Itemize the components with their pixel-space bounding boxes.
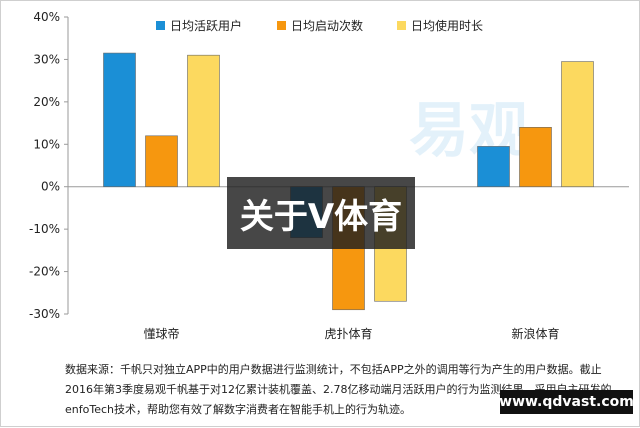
bar [561, 61, 594, 188]
bar [477, 146, 510, 188]
bar [145, 135, 178, 188]
watermark-brand: 易观 [409, 96, 529, 166]
category-label: 新浪体育 [511, 326, 559, 341]
legend-label: 日均活跃用户 [170, 18, 242, 33]
legend-swatch [277, 21, 286, 30]
y-tick-label: -20% [29, 265, 60, 279]
legend-swatch [397, 21, 406, 30]
watermark-url: www.qdvast.com [499, 390, 634, 414]
y-tick-label: 40% [33, 10, 60, 24]
legend-label: 日均启动次数 [291, 18, 363, 33]
source-note: 数据来源：千帆只对独立APP中的用户数据进行监测统计，不包括APP之外的调用等行… [65, 363, 612, 416]
y-tick-label: 30% [33, 52, 60, 66]
y-tick-label: -10% [29, 222, 60, 236]
overlay-title: 关于V体育 [227, 177, 415, 249]
category-label: 懂球帝 [143, 326, 179, 341]
bar [187, 54, 220, 188]
legend-label: 日均使用时长 [411, 18, 483, 33]
y-tick-label: 10% [33, 137, 60, 151]
y-tick-label: 0% [41, 180, 60, 194]
category-label: 虎扑体育 [324, 326, 372, 341]
bar [519, 127, 552, 188]
y-tick-label: -30% [29, 307, 60, 321]
legend-swatch [156, 21, 165, 30]
bar [103, 52, 136, 188]
y-tick-label: 20% [33, 95, 60, 109]
